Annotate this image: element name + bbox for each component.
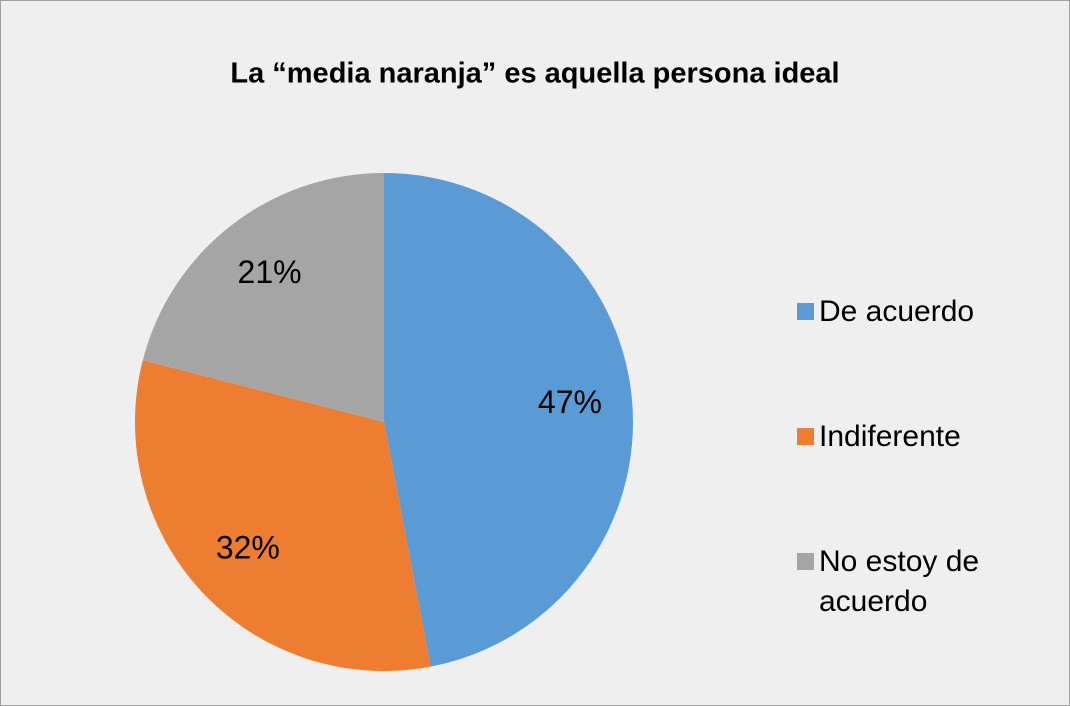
legend-label: Indiferente <box>819 420 961 453</box>
chart-title: La “media naranja” es aquella persona id… <box>230 58 839 90</box>
pie-slice <box>135 360 431 671</box>
legend-swatch <box>797 553 814 570</box>
data-label: 21% <box>238 254 302 290</box>
legend: De acuerdo Indiferente No estoy de acuerdo <box>797 292 1019 667</box>
data-label: 47% <box>538 384 602 420</box>
legend-item: Indiferente <box>797 417 1019 542</box>
legend-label: De acuerdo <box>819 295 975 328</box>
pie-slice <box>142 173 384 422</box>
legend-swatch <box>797 428 814 445</box>
legend-label: No estoy de acuerdo <box>819 545 980 618</box>
legend-item: De acuerdo <box>797 292 1019 417</box>
data-label: 32% <box>216 529 280 565</box>
pie-slice <box>384 173 633 667</box>
legend-swatch <box>797 303 814 320</box>
legend-item: No estoy de acuerdo <box>797 542 1019 667</box>
